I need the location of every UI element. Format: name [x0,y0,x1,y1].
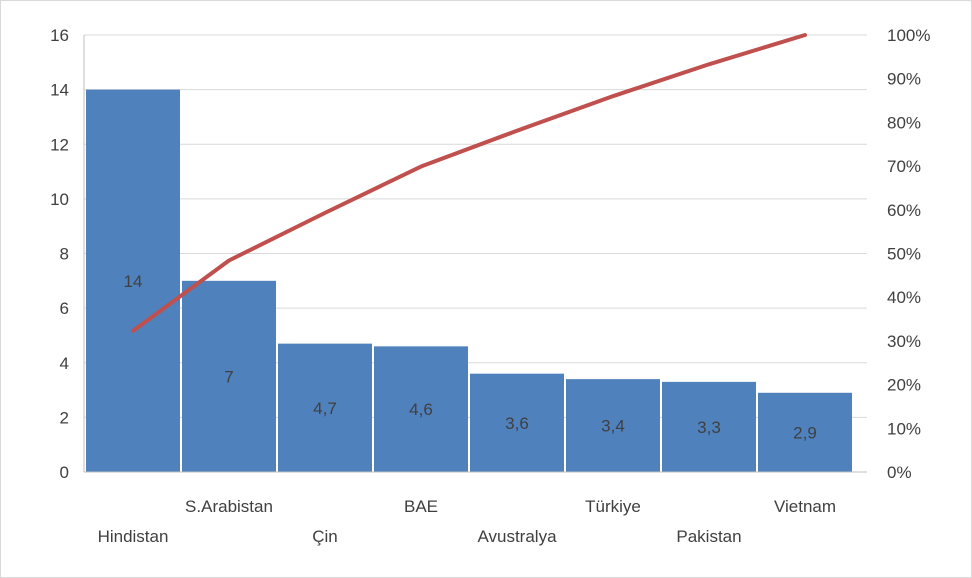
x-category-label: S.Arabistan [185,497,273,516]
y-right-tick-label: 70% [887,157,921,176]
x-category-label: Vietnam [774,497,836,516]
x-category-label: Çin [312,527,338,546]
bar [470,373,564,472]
x-category-label: BAE [404,497,438,516]
y-right-tick-label: 60% [887,201,921,220]
bar [278,343,372,472]
y-left-tick-label: 0 [60,463,69,482]
bar [758,392,852,472]
bar-data-label: 4,7 [313,399,337,418]
y-right-tick-label: 50% [887,245,921,264]
y-left-tick-label: 6 [60,299,69,318]
bar [566,379,660,472]
y-right-tick-label: 100% [887,26,930,45]
y-left-tick-label: 14 [50,81,69,100]
y-right-tick-label: 20% [887,376,921,395]
cumulative-line [131,33,807,333]
x-category-label: Türkiye [585,497,641,516]
x-category-label: Hindistan [98,527,169,546]
bar-data-label: 7 [224,367,233,386]
y-right-tick-label: 10% [887,419,921,438]
bar-data-label: 4,6 [409,400,433,419]
bar-data-label: 14 [124,272,143,291]
y-right-tick-label: 40% [887,288,921,307]
y-right-tick-label: 90% [887,70,921,89]
bar-data-label: 3,3 [697,418,721,437]
y-right-tick-label: 0% [887,463,912,482]
bar [374,346,468,472]
y-left-tick-label: 16 [50,26,69,45]
y-right-tick-label: 80% [887,113,921,132]
bar [662,381,756,472]
bar-data-label: 3,6 [505,414,529,433]
bar [182,280,276,472]
y-left-tick-label: 12 [50,135,69,154]
y-left-tick-label: 2 [60,408,69,427]
bar-data-label: 2,9 [793,423,817,442]
y-left-tick-label: 10 [50,190,69,209]
bar [86,89,180,472]
bar-data-label: 3,4 [601,417,625,436]
y-right-tick-label: 30% [887,332,921,351]
x-category-label: Pakistan [676,527,741,546]
x-category-label: Avustralya [477,527,557,546]
y-left-tick-label: 8 [60,245,69,264]
y-left-tick-label: 4 [60,354,69,373]
